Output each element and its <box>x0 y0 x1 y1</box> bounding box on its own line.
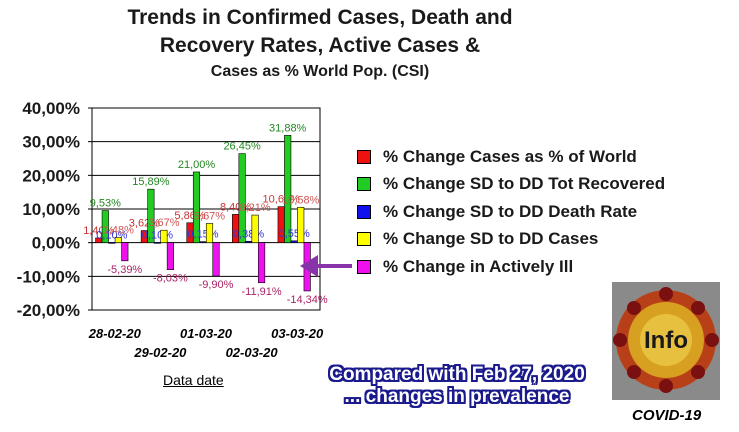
data-label: 21,00% <box>178 159 216 171</box>
data-label: 8,21% <box>239 202 270 214</box>
data-label: -9,90% <box>199 279 234 291</box>
data-label: 9,53% <box>90 198 121 210</box>
legend-swatch <box>357 204 371 219</box>
virus-spikes <box>613 287 719 393</box>
bar <box>290 240 298 243</box>
bar <box>153 242 161 244</box>
bar <box>258 242 266 284</box>
data-label: 1,48% <box>103 225 134 237</box>
data-label: -8,03% <box>153 273 188 285</box>
comparison-banner: Compared with Feb 27, 2020 ... changes i… <box>282 364 632 408</box>
legend-label: % Change Cases as % of World <box>383 146 637 166</box>
legend-label: % Change in Actively Ill <box>383 256 574 276</box>
x-tick-label: 29-02-20 <box>133 345 187 360</box>
legend-label: % Change SD to DD Cases <box>383 229 599 249</box>
chart-title-line-3: Cases as % World Pop. (CSI) <box>210 63 430 80</box>
y-tick-label: -10,00% <box>17 267 80 286</box>
x-tick-label: 28-02-20 <box>88 326 142 341</box>
bar <box>238 153 246 243</box>
legend-item: % Change SD to DD Cases <box>357 226 665 254</box>
y-tick-label: 0,00% <box>32 234 80 253</box>
data-label: -14,34% <box>287 294 328 306</box>
bar <box>114 237 122 243</box>
bar <box>147 188 155 243</box>
legend-label: % Change SD to DD Death Rate <box>383 201 638 221</box>
bar <box>245 241 253 243</box>
x-tick-label: 02-03-20 <box>226 345 279 360</box>
legend-swatch <box>357 177 371 192</box>
bar <box>166 242 174 271</box>
data-label: 26,45% <box>223 141 261 153</box>
covid-info-logo[interactable]: Info <box>612 282 720 400</box>
bar <box>251 214 259 243</box>
bar <box>108 242 116 244</box>
data-label: 3,67% <box>148 217 179 229</box>
chart-legend: % Change Cases as % of World % Change SD… <box>357 143 665 281</box>
bar <box>297 207 305 243</box>
data-label: 5,67% <box>194 210 225 222</box>
data-label: -11,91% <box>242 286 282 298</box>
banner-line-2: ... changes in prevalence <box>344 386 570 407</box>
bar <box>101 210 109 243</box>
legend-label: % Change SD to DD Tot Recovered <box>383 174 666 194</box>
legend-item: % Change SD to DD Tot Recovered <box>357 171 665 199</box>
data-label: 15,89% <box>132 176 170 188</box>
data-label: 0,38% <box>233 228 264 240</box>
banner-line-1: Compared with Feb 27, 2020 <box>329 364 585 385</box>
bar <box>199 241 207 243</box>
data-label: 0,15% <box>187 229 218 241</box>
data-label: 31,88% <box>269 122 307 134</box>
y-tick-label: 40,00% <box>22 99 80 118</box>
legend-swatch <box>357 149 371 164</box>
bar <box>121 242 129 262</box>
y-tick-label: 20,00% <box>22 166 80 185</box>
y-tick-label: -20,00% <box>17 301 80 320</box>
covid-caption: COVID-19 <box>632 407 702 424</box>
bar <box>160 229 168 243</box>
bar <box>212 242 220 277</box>
x-tick-label: 03-03-20 <box>271 326 324 341</box>
data-label: 10,58% <box>282 194 320 206</box>
virus-center <box>640 314 692 366</box>
pointer-arrow-head <box>300 255 318 277</box>
legend-item: % Change Cases as % of World <box>357 143 665 171</box>
bar <box>284 135 292 243</box>
legend-swatch <box>357 232 371 247</box>
legend-item: % Change SD to DD Death Rate <box>357 198 665 226</box>
data-label: -5,39% <box>107 264 142 276</box>
y-tick-label: 30,00% <box>22 133 80 152</box>
data-label: 0,55% <box>279 228 310 240</box>
x-tick-label: 01-03-20 <box>180 326 233 341</box>
legend-swatch <box>357 259 371 274</box>
legend-item: % Change in Actively Ill <box>357 253 665 281</box>
bar <box>192 171 201 243</box>
x-axis-title: Data date <box>163 372 224 388</box>
bar <box>205 223 214 243</box>
chart-title-line-1: Trends in Confirmed Cases, Death and <box>127 6 513 29</box>
y-tick-label: 10,00% <box>22 200 80 219</box>
logo-info-text: Info <box>644 327 688 354</box>
data-label: 0,10% <box>142 229 173 241</box>
chart-title-line-2: Recovery Rates, Active Cases & <box>159 34 481 57</box>
